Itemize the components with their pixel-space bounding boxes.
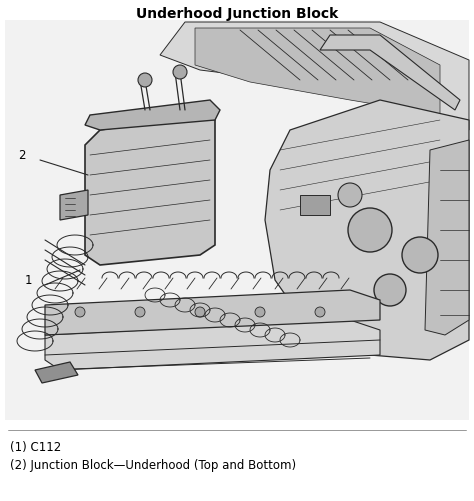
Circle shape <box>315 307 325 317</box>
Text: 2: 2 <box>18 148 26 161</box>
Polygon shape <box>265 100 469 360</box>
Circle shape <box>255 307 265 317</box>
Text: (2) Junction Block—Underhood (Top and Bottom): (2) Junction Block—Underhood (Top and Bo… <box>10 458 296 471</box>
Polygon shape <box>160 22 469 130</box>
Text: Underhood Junction Block: Underhood Junction Block <box>136 7 338 21</box>
Circle shape <box>195 307 205 317</box>
Polygon shape <box>85 115 215 265</box>
Polygon shape <box>300 195 330 215</box>
Polygon shape <box>35 362 78 383</box>
Circle shape <box>338 183 362 207</box>
Circle shape <box>348 208 392 252</box>
Circle shape <box>138 73 152 87</box>
Circle shape <box>135 307 145 317</box>
Polygon shape <box>425 140 469 335</box>
Polygon shape <box>60 190 88 220</box>
Polygon shape <box>5 20 469 420</box>
Polygon shape <box>45 290 380 335</box>
Circle shape <box>374 274 406 306</box>
Text: (1) C112: (1) C112 <box>10 441 61 454</box>
Text: 1: 1 <box>24 274 32 287</box>
Circle shape <box>173 65 187 79</box>
Circle shape <box>75 307 85 317</box>
Polygon shape <box>85 100 220 130</box>
Circle shape <box>402 237 438 273</box>
Polygon shape <box>45 320 380 370</box>
Polygon shape <box>320 35 460 110</box>
Polygon shape <box>195 28 440 115</box>
